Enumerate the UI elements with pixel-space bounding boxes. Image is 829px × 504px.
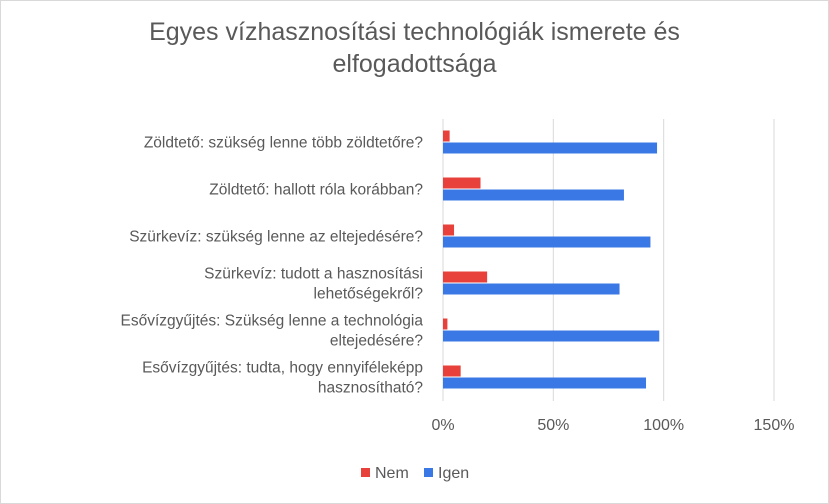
category-label-5-line-1: hasznosítható? [318,380,424,397]
chart-title-line-1: Egyes vízhasznosítási technológiák ismer… [149,18,680,46]
category-label-4-line-0: Esővízgyűjtés: Szükség lenne a technológ… [121,313,424,330]
bar-igen-1 [443,189,624,201]
category-label-2: Szürkevíz: szükség lenne az eltejedésére… [129,229,423,246]
x-tick-label-1: 50% [537,417,569,434]
legend-label-igen: Igen [438,465,469,482]
legend-label-nem: Nem [375,465,409,482]
category-label-1: Zöldtető: hallott róla korábban? [209,182,423,199]
legend-swatch-nem [361,468,370,477]
bar-nem-0 [443,130,450,142]
bar-nem-5 [443,365,461,377]
bar-igen-3 [443,283,620,295]
x-tick-label-2: 100% [643,417,684,434]
category-label-4-line-1: eltejedésére? [330,333,423,350]
category-label-0: Zöldtető: szükség lenne több zöldtetőre? [144,135,424,152]
bar-igen-5 [443,377,647,389]
category-label-3-line-0: Szürkevíz: tudott a hasznosítási [204,266,423,283]
chart-title: Egyes vízhasznosítási technológiák ismer… [0,16,829,80]
category-label-5-line-0: Esővízgyűjtés: tudta, hogy ennyiféleképp [142,360,423,377]
x-tick-label-0: 0% [431,417,454,434]
bar-nem-3 [443,271,488,283]
bar-nem-4 [443,318,448,330]
x-tick-label-3: 150% [754,417,795,434]
bar-igen-0 [443,142,658,154]
category-label-3-line-1: lehetőségekről? [314,286,424,303]
bar-igen-4 [443,330,660,342]
bar-nem-1 [443,177,481,189]
legend-swatch-igen [424,468,433,477]
chart-title-line-2: elfogadottsága [332,50,497,78]
bar-igen-2 [443,236,651,248]
bar-nem-2 [443,224,455,236]
